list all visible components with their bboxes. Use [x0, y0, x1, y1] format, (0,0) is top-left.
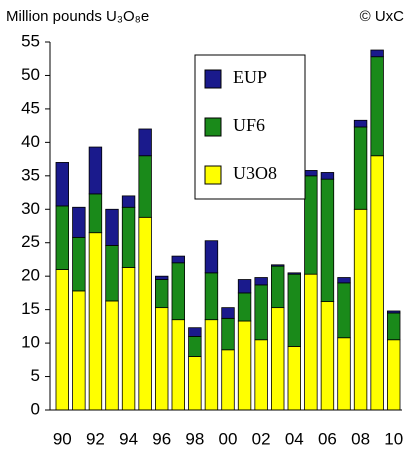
bar-segment — [370, 155, 384, 411]
bar-segment — [55, 205, 69, 270]
bar-segment — [55, 162, 69, 207]
bar-segment — [287, 272, 301, 275]
y-tick-label: 50 — [21, 65, 40, 84]
bar-segment — [171, 255, 185, 264]
bar-segment — [221, 307, 235, 319]
bar-segment — [271, 264, 285, 267]
bar-segment — [387, 310, 401, 314]
bar-segment — [271, 265, 285, 309]
bar-segment — [138, 155, 152, 218]
y-tick-label: 30 — [21, 199, 40, 218]
bar-segment — [105, 208, 119, 246]
bar-segment — [337, 277, 351, 284]
bar-segment — [188, 356, 202, 411]
x-tick-label: 90 — [53, 429, 72, 448]
bar-segment — [155, 307, 169, 411]
bar-segment — [72, 290, 86, 411]
x-tick-label: 98 — [185, 429, 204, 448]
bar-segment — [105, 300, 119, 411]
y-tick-label: 5 — [31, 366, 40, 385]
x-tick-label: 02 — [252, 429, 271, 448]
bar-segment — [138, 128, 152, 157]
bar-segment — [387, 312, 401, 341]
bar-segment — [387, 339, 401, 411]
bar-segment — [237, 279, 252, 294]
bar-segment — [254, 339, 268, 411]
y-tick-label: 35 — [21, 165, 40, 184]
x-tick-label: 92 — [86, 429, 105, 448]
bar-segment — [188, 327, 202, 337]
legend-label: U3O8 — [233, 163, 277, 183]
bar-segment — [254, 284, 268, 341]
x-tick-label: 10 — [384, 429, 403, 448]
bar-segment — [221, 317, 235, 351]
y-tick-label: 15 — [21, 299, 40, 318]
bar-segment — [337, 337, 351, 411]
bar-segment — [188, 335, 202, 357]
bar-segment — [204, 319, 219, 411]
bar-segment — [88, 193, 103, 234]
bar-segment — [237, 320, 252, 411]
bar-segment — [353, 208, 368, 411]
legend-label: UF6 — [233, 115, 265, 135]
x-tick-label: 06 — [318, 429, 337, 448]
y-tick-label: 0 — [31, 399, 40, 418]
bar-segment — [320, 172, 335, 180]
x-tick-label: 00 — [219, 429, 238, 448]
legend-label: EUP — [233, 67, 267, 87]
bar-segment — [287, 273, 301, 347]
bar-segment — [271, 307, 285, 411]
bar-segment — [88, 146, 103, 195]
bar-segment — [337, 282, 351, 339]
bar-segment — [370, 56, 384, 157]
bar-segment — [72, 206, 86, 238]
legend-swatch — [204, 117, 222, 137]
y-tick-label: 20 — [21, 266, 40, 285]
bar-segment — [221, 349, 235, 411]
legend-swatch — [204, 69, 222, 89]
bar-segment — [320, 301, 335, 411]
bar-segment — [171, 319, 185, 411]
axis-unit-label: Million pounds U₃O₈e — [6, 8, 149, 25]
bar-segment — [304, 175, 318, 275]
x-tick-label: 08 — [351, 429, 370, 448]
bar-segment — [287, 346, 301, 411]
bar-segment — [155, 279, 169, 309]
bar-segment — [304, 273, 318, 411]
bar-segment — [155, 275, 169, 280]
bar-segment — [320, 178, 335, 303]
bar-segment — [204, 272, 219, 321]
bar-segment — [370, 49, 384, 58]
bar-segment — [105, 245, 119, 302]
legend-swatch — [204, 165, 222, 185]
y-tick-label: 40 — [21, 132, 40, 151]
y-tick-label: 10 — [21, 333, 40, 352]
bar-segment — [254, 277, 268, 286]
bar-segment — [121, 206, 136, 268]
bar-segment — [204, 240, 219, 274]
x-tick-label: 04 — [285, 429, 304, 448]
bar-segment — [171, 262, 185, 321]
copyright: © UxC — [360, 8, 405, 25]
x-tick-label: 94 — [119, 429, 138, 448]
bar-segment — [353, 119, 368, 128]
bar-segment — [138, 216, 152, 411]
y-tick-label: 55 — [21, 31, 40, 50]
bar-segment — [121, 195, 136, 208]
y-tick-label: 25 — [21, 232, 40, 251]
bar-segment — [304, 170, 318, 177]
x-tick-label: 96 — [152, 429, 171, 448]
bar-segment — [121, 267, 136, 411]
y-tick-label: 45 — [21, 98, 40, 117]
bar-segment — [72, 236, 86, 292]
bar-segment — [55, 269, 69, 411]
bar-segment — [237, 292, 252, 322]
bar-segment — [88, 232, 103, 411]
bar-segment — [353, 126, 368, 210]
